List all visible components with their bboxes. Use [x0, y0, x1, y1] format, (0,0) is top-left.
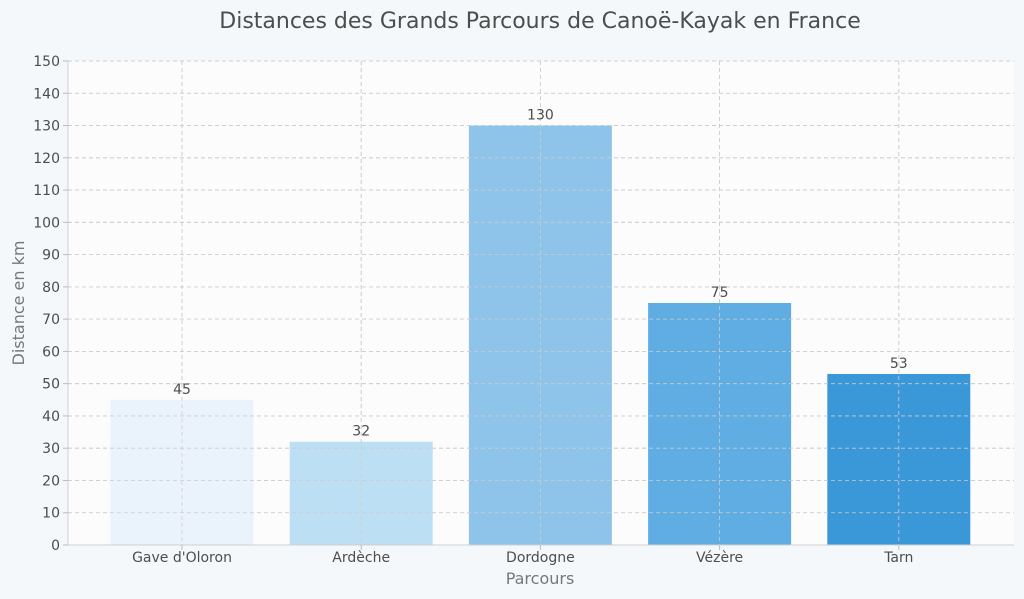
- y-tick-label-2: 20: [42, 473, 60, 489]
- y-tick-label-8: 80: [42, 280, 60, 296]
- x-tick-labels: Gave d'Oloron Ardèche Dordogne Vézère Tarn: [132, 545, 913, 566]
- y-tick-label-3: 30: [42, 441, 60, 457]
- y-tick-label-4: 40: [42, 409, 60, 425]
- x-tick-label-1: Ardèche: [332, 550, 390, 566]
- x-tick-label-3: Vézère: [696, 550, 743, 566]
- y-tick-label-9: 90: [42, 248, 60, 264]
- y-tick-label-1: 10: [42, 506, 60, 522]
- y-tick-label-10: 100: [33, 215, 60, 231]
- bar-1: [289, 441, 433, 545]
- data-labels: 45 32 130 75 53: [173, 108, 908, 440]
- data-label-4: 53: [890, 356, 908, 372]
- data-label-3: 75: [711, 285, 729, 301]
- bar-3: [648, 303, 792, 545]
- bar-0: [110, 399, 254, 545]
- y-tick-label-15: 150: [33, 54, 60, 70]
- y-tick-labels: 0 10 20 30 40 50 60 70 80 90 100 110 120 130 140 150: [33, 54, 68, 554]
- x-tick-label-4: Tarn: [883, 550, 913, 566]
- y-tick-label-5: 50: [42, 377, 60, 393]
- y-tick-label-14: 140: [33, 86, 60, 102]
- y-tick-label-7: 70: [42, 312, 60, 328]
- y-tick-label-12: 120: [33, 151, 60, 167]
- x-tick-label-0: Gave d'Oloron: [132, 550, 232, 566]
- y-tick-label-0: 0: [51, 538, 60, 554]
- axes: [67, 61, 1014, 546]
- data-label-1: 32: [352, 424, 370, 440]
- y-tick-label-11: 110: [33, 183, 60, 199]
- x-tick-label-2: Dordogne: [506, 550, 575, 566]
- chart-title: Distances des Grands Parcours de Canoë-K…: [219, 9, 860, 34]
- y-axis-title: Distance en km: [9, 241, 28, 366]
- data-label-0: 45: [173, 382, 191, 398]
- data-label-2: 130: [527, 108, 554, 124]
- x-axis-title: Parcours: [506, 569, 575, 588]
- y-tick-label-13: 130: [33, 119, 60, 135]
- y-tick-label-6: 60: [42, 344, 60, 360]
